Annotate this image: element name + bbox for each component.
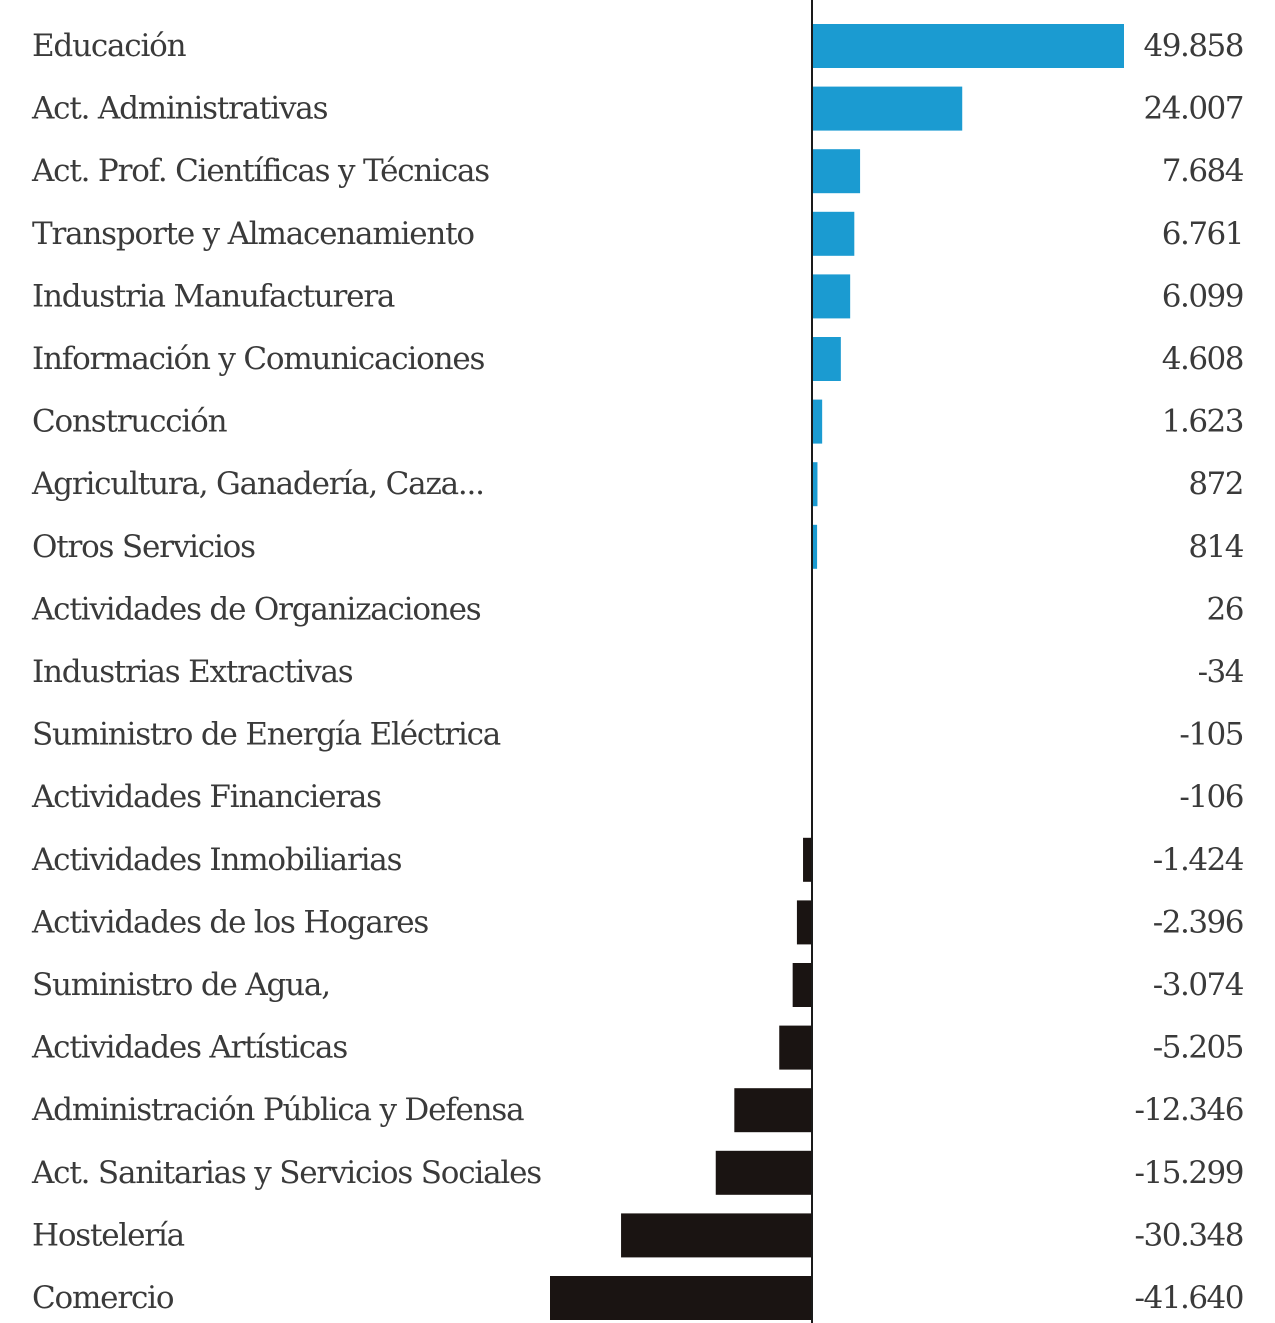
value-label: -34 [1198, 654, 1244, 690]
value-label: 6.099 [1162, 278, 1243, 314]
category-label: Actividades Financieras [31, 779, 381, 815]
category-labels: Educación Act. Administrativas Act. Prof. … [31, 28, 542, 1316]
value-label: -15.299 [1135, 1155, 1243, 1191]
category-label: Suministro de Energía Eléctrica [32, 717, 501, 753]
bar [734, 1088, 812, 1133]
category-label: Industrias Extractivas [32, 654, 353, 690]
value-label: -3.074 [1153, 967, 1244, 1003]
value-label: 4.608 [1162, 341, 1243, 377]
category-label: Comercio [32, 1280, 174, 1316]
category-label: Educación [32, 28, 187, 64]
value-label: 1.623 [1162, 404, 1243, 440]
value-label: -5.205 [1153, 1030, 1243, 1066]
category-label: Actividades de los Hogares [31, 904, 428, 940]
category-label: Construcción [32, 404, 228, 440]
category-label: Act. Sanitarias y Servicios Sociales [31, 1155, 541, 1191]
bar [812, 337, 841, 381]
category-label: Suministro de Agua, [32, 967, 330, 1003]
category-label: Actividades de Organizaciones [31, 591, 481, 627]
bar [803, 837, 812, 882]
category-label: Hostelería [32, 1217, 185, 1253]
bar [812, 399, 823, 444]
category-label: Industria Manufacturera [32, 278, 395, 314]
value-label: -30.348 [1135, 1217, 1243, 1253]
category-label: Información y Comunicaciones [32, 341, 484, 377]
bar [812, 211, 855, 256]
bar [812, 462, 818, 507]
category-label: Transporte y Almacenamiento [32, 216, 474, 252]
value-label: -105 [1179, 717, 1243, 753]
bar [812, 149, 861, 194]
value-label: 872 [1188, 466, 1243, 502]
bar [621, 1213, 812, 1258]
value-label: -12.346 [1135, 1092, 1243, 1128]
bar [792, 963, 812, 1007]
value-label: -2.396 [1153, 904, 1243, 940]
value-label: 26 [1207, 591, 1243, 627]
bar [715, 1150, 812, 1195]
bar [550, 1276, 812, 1320]
bar [812, 524, 818, 569]
value-label: 6.761 [1162, 216, 1243, 252]
category-label: Act. Prof. Científicas y Técnicas [31, 153, 489, 189]
category-label: Agricultura, Ganadería, Caza... [31, 466, 484, 502]
bar [812, 24, 1124, 68]
value-label: 24.007 [1144, 91, 1243, 127]
category-label: Actividades Inmobiliarias [31, 842, 402, 878]
value-labels: 49.858 24.007 7.684 6.761 6.099 4.608 1.623 872… [1135, 28, 1246, 1316]
bar [779, 1025, 812, 1070]
category-label: Actividades Artísticas [31, 1030, 347, 1066]
category-label: Otros Servicios [32, 529, 255, 565]
value-label: -106 [1179, 779, 1243, 815]
category-label: Administración Pública y Defensa [31, 1092, 524, 1128]
category-label: Act. Administrativas [31, 91, 328, 127]
bars [550, 24, 1124, 1320]
value-label: 49.858 [1144, 28, 1243, 64]
value-label: 814 [1188, 529, 1243, 565]
value-label: 7.684 [1162, 153, 1244, 189]
value-label: -1.424 [1153, 842, 1244, 878]
bar [812, 86, 963, 131]
value-label: -41.640 [1135, 1280, 1243, 1316]
bar [812, 274, 851, 319]
bar [796, 900, 812, 945]
